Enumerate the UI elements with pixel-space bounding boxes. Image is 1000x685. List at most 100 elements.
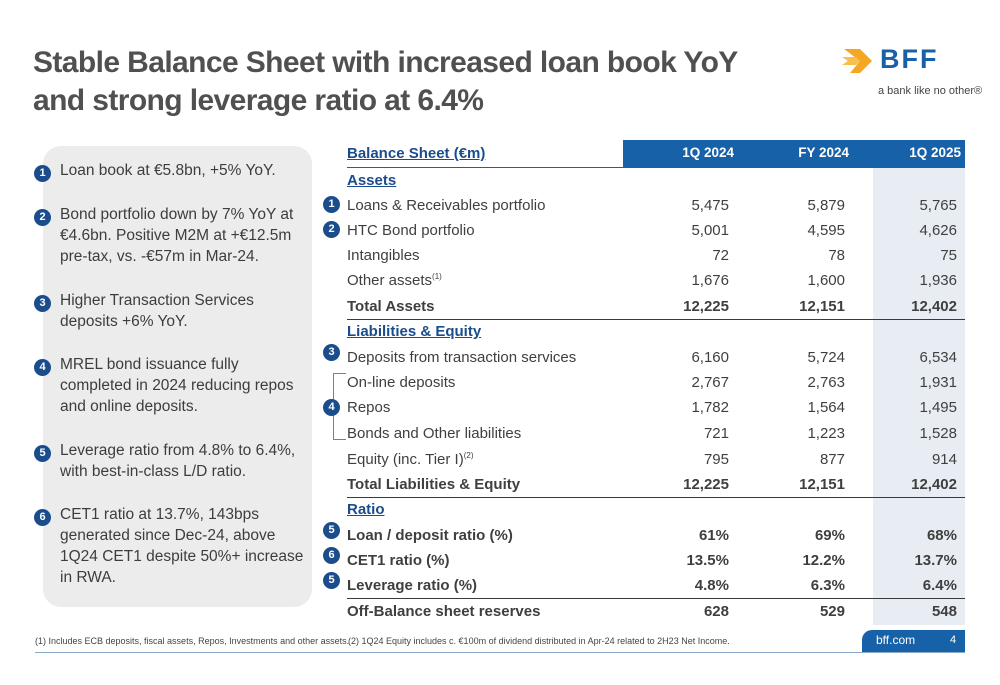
value-1q2024: 4.8% — [694, 577, 729, 594]
value-1q2024: 72 — [712, 247, 729, 264]
value-fy2024: 78 — [828, 247, 845, 264]
row-badge: 2 — [323, 221, 340, 238]
row-label: Bonds and Other liabilities — [347, 425, 522, 442]
row-label: CET1 ratio (%) — [347, 552, 450, 569]
value-fy2024: 2,763 — [807, 374, 845, 391]
value-1q2024: 5,001 — [691, 222, 729, 239]
value-1q2025: 6,534 — [919, 349, 957, 366]
table-header: Balance Sheet (€m) — [347, 145, 965, 169]
value-1q2025: 1,936 — [919, 272, 957, 289]
footnote-ref: (1) — [432, 272, 442, 281]
table-row: Bonds and Other liabilities 721 1,223 1,… — [347, 425, 965, 449]
table-header-bar — [623, 140, 965, 167]
table-row: Loans & Receivables portfolio 5,475 5,87… — [347, 197, 965, 221]
row-label: On-line deposits — [347, 374, 456, 391]
row-badge: 5 — [323, 522, 340, 539]
value-fy2024: 4,595 — [807, 222, 845, 239]
logo-wordmark: BFF — [880, 44, 939, 74]
value-fy2024: 12,151 — [799, 476, 845, 493]
value-1q2025: 68% — [926, 527, 957, 544]
value-1q2024: 1,676 — [691, 272, 729, 289]
value-1q2024: 2,767 — [691, 374, 729, 391]
value-1q2025: 1,495 — [919, 399, 957, 416]
bullet-badge: 3 — [34, 295, 51, 312]
value-1q2025: 12,402 — [911, 298, 957, 315]
value-fy2024: 1,600 — [807, 272, 845, 289]
table-row: Equity (inc. Tier I)(2) 795 877 914 — [347, 451, 965, 475]
value-fy2024: 5,724 — [807, 349, 845, 366]
total-liabilities-row: Total Liabilities & Equity 12,225 12,151… — [347, 476, 965, 500]
row-badge: 6 — [323, 547, 340, 564]
row-label: Leverage ratio (%) — [347, 577, 478, 594]
row-label-text: Other assets — [347, 272, 433, 289]
bullet-text: Higher Transaction Services deposits +6%… — [60, 292, 254, 330]
table-row: Intangibles 72 78 75 — [347, 247, 965, 271]
row-label: Loans & Receivables portfolio — [347, 197, 546, 214]
bullet-badge: 2 — [34, 209, 51, 226]
divider — [347, 497, 965, 498]
value-1q2025: 548 — [931, 603, 957, 620]
value-1q2025: 1,528 — [919, 425, 957, 442]
row-label: Equity (inc. Tier I)(2) — [347, 451, 473, 468]
value-fy2024: 69% — [814, 527, 845, 544]
value-1q2025: 914 — [931, 451, 957, 468]
section-ratio: Ratio — [347, 501, 965, 525]
footer-url-box: bff.com 4 — [862, 630, 965, 652]
bff-logo: BFF a bank like no other® — [842, 44, 982, 100]
bullet-badge: 5 — [34, 445, 51, 462]
off-balance-row: Off-Balance sheet reserves 628 529 548 — [347, 603, 965, 627]
section-title: Ratio — [347, 501, 385, 518]
row-label: Loan / deposit ratio (%) — [347, 527, 513, 544]
section-title: Liabilities & Equity — [347, 323, 482, 340]
value-1q2024: 13.5% — [686, 552, 729, 569]
bullet-text: MREL bond issuance fully completed in 20… — [60, 356, 294, 415]
footnote-2: (2) 1Q24 Equity includes c. €100m of div… — [348, 636, 730, 646]
col-header-fy2024: FY 2024 — [798, 145, 849, 160]
website-link[interactable]: bff.com — [876, 633, 916, 647]
value-1q2024: 721 — [703, 425, 729, 442]
bullet-text: Leverage ratio from 4.8% to 6.4%, with b… — [60, 442, 296, 480]
row-badge: 3 — [323, 344, 340, 361]
value-1q2024: 12,225 — [683, 298, 729, 315]
row-label: Off-Balance sheet reserves — [347, 603, 541, 620]
value-1q2024: 628 — [703, 603, 729, 620]
row-label: HTC Bond portfolio — [347, 222, 475, 239]
value-fy2024: 12,151 — [799, 298, 845, 315]
table-row: Leverage ratio (%) 4.8% 6.3% 6.4% — [347, 577, 965, 601]
value-1q2025: 6.4% — [922, 577, 957, 594]
bff-arrow-icon — [842, 49, 872, 73]
row-label: Deposits from transaction services — [347, 349, 577, 366]
bullet-badge: 4 — [34, 359, 51, 376]
value-1q2025: 1,931 — [919, 374, 957, 391]
value-1q2024: 795 — [703, 451, 729, 468]
table-row: CET1 ratio (%) 13.5% 12.2% 13.7% — [347, 552, 965, 576]
divider — [347, 319, 965, 320]
value-fy2024: 1,223 — [807, 425, 845, 442]
row-label-text: Equity (inc. Tier I) — [347, 451, 464, 468]
row-label: Repos — [347, 399, 391, 416]
value-fy2024: 6.3% — [810, 577, 845, 594]
table-row: Deposits from transaction services 6,160… — [347, 349, 965, 373]
bullet-badge: 1 — [34, 165, 51, 182]
footnote-1: (1) Includes ECB deposits, fiscal assets… — [35, 636, 350, 646]
page-number: 4 — [950, 634, 957, 646]
col-header-1q2025: 1Q 2025 — [909, 145, 961, 160]
value-1q2024: 61% — [698, 527, 729, 544]
value-1q2025: 12,402 — [911, 476, 957, 493]
table-row: On-line deposits 2,767 2,763 1,931 — [347, 374, 965, 398]
table-row: HTC Bond portfolio 5,001 4,595 4,626 — [347, 222, 965, 246]
value-1q2024: 1,782 — [691, 399, 729, 416]
row-badge: 1 — [323, 196, 340, 213]
row-label: Other assets(1) — [347, 272, 442, 289]
row-label: Total Assets — [347, 298, 435, 315]
row-label: Intangibles — [347, 247, 420, 264]
divider — [347, 598, 965, 599]
highlights-panel — [43, 146, 312, 607]
value-1q2025: 4,626 — [919, 222, 957, 239]
value-1q2024: 6,160 — [691, 349, 729, 366]
footnote-ref: (2) — [463, 451, 474, 460]
value-1q2025: 75 — [940, 247, 957, 264]
footer-rule — [35, 652, 965, 653]
table-row: Loan / deposit ratio (%) 61% 69% 68% — [347, 527, 965, 551]
value-1q2024: 12,225 — [683, 476, 729, 493]
